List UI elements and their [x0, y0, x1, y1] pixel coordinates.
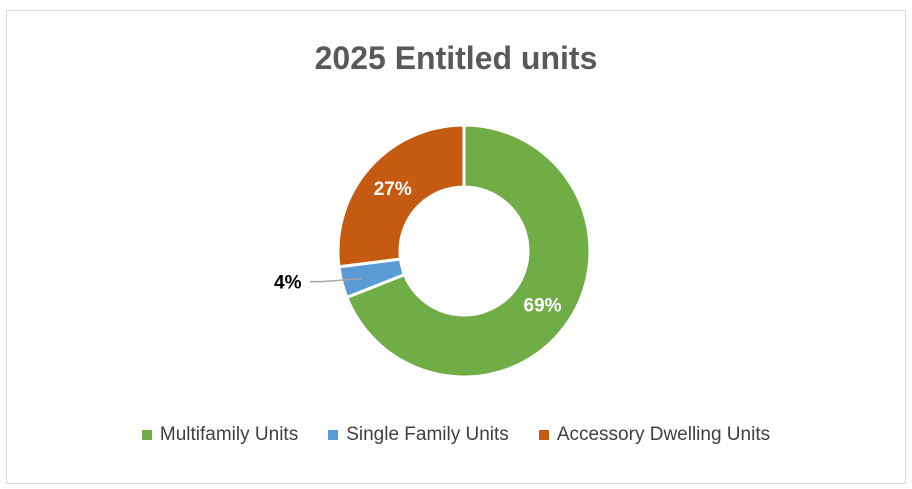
chart-title: 2025 Entitled units: [314, 40, 598, 76]
data-label-accessory-dwelling-units: 27%: [374, 179, 412, 200]
legend-item-single-family-units: Single Family Units: [328, 424, 509, 446]
legend-label: Accessory Dwelling Units: [556, 424, 771, 445]
legend-label: Single Family Units: [346, 424, 509, 445]
legend-swatch: [538, 430, 549, 440]
legend-label: Multifamily Units: [159, 424, 299, 445]
data-label-multifamily-units: 69%: [524, 295, 562, 316]
data-label-single-family-units: 4%: [274, 273, 302, 294]
legend-item-multifamily-units: Multifamily Units: [141, 424, 299, 446]
legend-item-accessory-dwelling-units: Accessory Dwelling Units: [538, 424, 771, 446]
legend-swatch: [141, 430, 152, 440]
slice-multifamily-units: [344, 123, 592, 379]
chart-frame: [6, 10, 906, 484]
legend: Multifamily Units Single Family Units Acce…: [0, 424, 912, 446]
slice-accessory-dwelling-units: [336, 123, 466, 269]
legend-swatch: [328, 430, 339, 440]
leader-line-single-family-units: [310, 277, 363, 283]
